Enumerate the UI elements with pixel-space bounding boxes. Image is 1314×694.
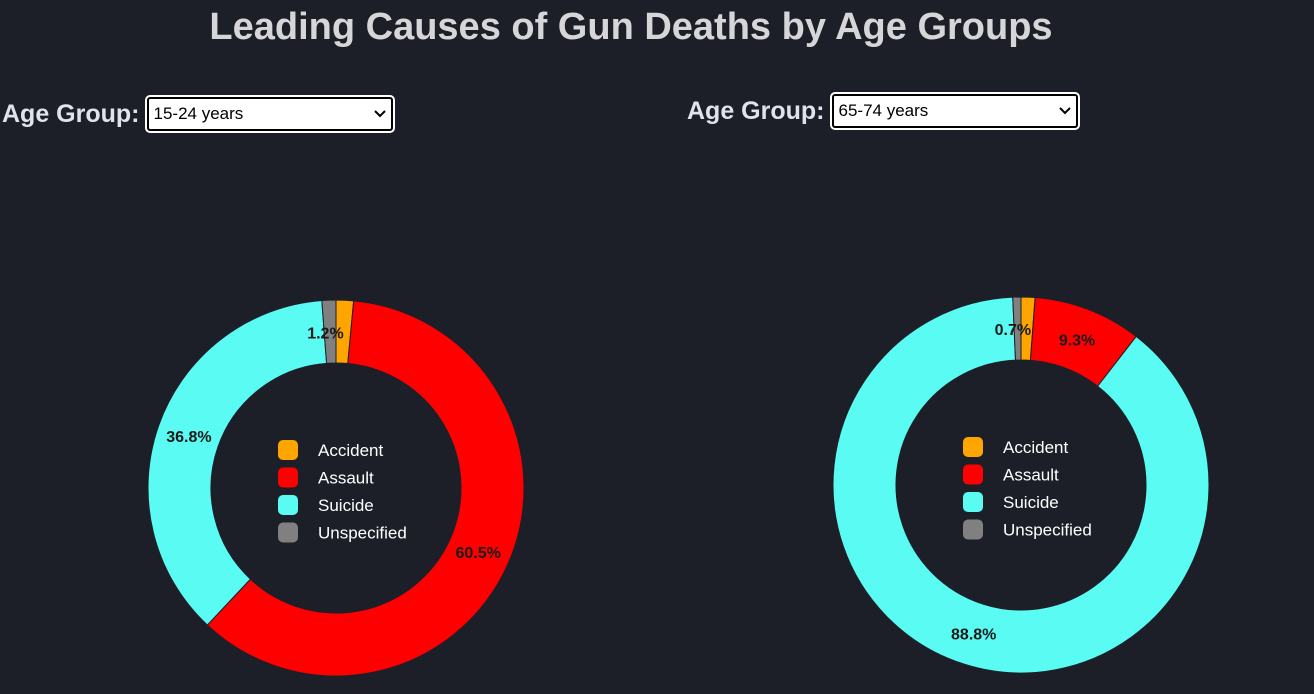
slice-label-unspecified: 1.2% — [307, 325, 343, 342]
legend-swatch-accident — [278, 440, 298, 460]
slice-label-suicide: 36.8% — [166, 429, 211, 446]
legend-label-suicide: Suicide — [1003, 493, 1059, 512]
age-group-selected-value: 65-74 years — [838, 101, 929, 120]
donut-slice-suicide[interactable] — [147, 299, 328, 626]
donut-slice-suicide[interactable] — [832, 296, 1210, 674]
age-group-selected-value: 15-24 years — [153, 104, 244, 123]
legend-swatch-unspecified — [278, 522, 298, 543]
age-group-select-left[interactable]: 15-24 years — [144, 95, 395, 133]
slice-label-assault: 60.5% — [455, 545, 500, 562]
age-group-label: Age Group: — [2, 99, 140, 128]
legend-swatch-accident — [963, 437, 983, 457]
chevron-down-icon — [369, 99, 391, 129]
donut-slice-unspecified[interactable] — [321, 299, 337, 364]
legend-label-suicide: Suicide — [318, 496, 374, 515]
legend-swatch-assault — [278, 467, 298, 488]
chart-panel-left: 60.5% 36.8% 1.2% Accident Assault Suicide Unsp… — [2, 95, 525, 677]
age-group-select-right[interactable]: 65-74 years — [829, 92, 1080, 130]
slice-label-assault: 9.3% — [1059, 332, 1095, 349]
donut-slice-assault[interactable] — [206, 300, 525, 677]
legend-swatch-suicide — [278, 495, 298, 515]
slice-label-suicide: 88.8% — [951, 627, 996, 644]
donut-chart-left: 60.5% 36.8% 1.2% Accident Assault Suicide Unsp… — [147, 299, 525, 677]
legend-swatch-assault — [963, 464, 983, 485]
chevron-down-icon — [1054, 96, 1076, 126]
legend-label-assault: Assault — [318, 469, 374, 488]
age-group-control-right: Age Group: 65-74 years — [687, 92, 1080, 130]
legend-label-accident: Accident — [318, 441, 383, 460]
legend-label-unspecified: Unspecified — [318, 524, 407, 543]
donut-slice-unspecified[interactable] — [1012, 296, 1022, 361]
age-group-control-left: Age Group: 15-24 years — [2, 95, 395, 133]
donut-chart-right: 9.3% 88.8% 0.7% Accident Assault Suicide Unspe… — [832, 296, 1210, 674]
legend-swatch-unspecified — [963, 519, 983, 540]
age-group-label: Age Group: — [687, 96, 825, 125]
chart-panel-right: 9.3% 88.8% 0.7% Accident Assault Suicide Unspe… — [657, 0, 1314, 694]
legend-label-assault: Assault — [1003, 466, 1059, 485]
legend-label-unspecified: Unspecified — [1003, 521, 1092, 540]
slice-label-unspecified: 0.7% — [995, 322, 1031, 339]
page-title: Leading Causes of Gun Deaths by Age Grou… — [209, 6, 1053, 48]
legend-swatch-suicide — [963, 492, 983, 512]
legend-label-accident: Accident — [1003, 438, 1068, 457]
